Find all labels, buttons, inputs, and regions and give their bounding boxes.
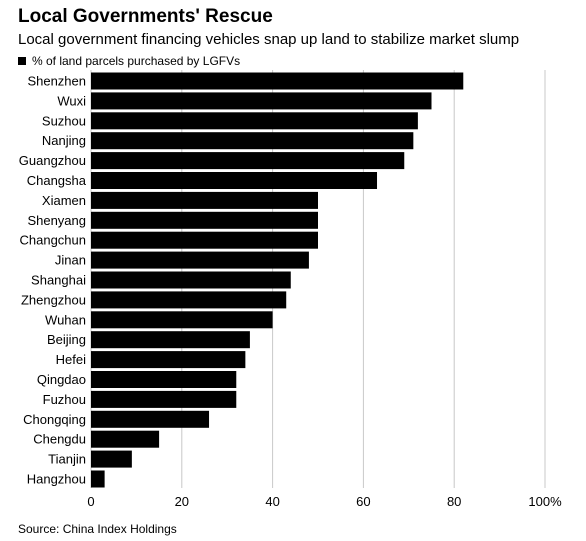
category-label: Shenzhen [27, 74, 86, 89]
x-tick-label: 40 [265, 494, 279, 509]
chart-subtitle: Local government financing vehicles snap… [18, 31, 520, 48]
bar [91, 92, 432, 110]
category-label: Jinan [55, 253, 86, 268]
bar [91, 72, 464, 90]
category-label: Beijing [47, 332, 86, 347]
legend: % of land parcels purchased by LGFVs [18, 53, 240, 69]
category-label: Guangzhou [19, 153, 86, 168]
category-label: Changsha [27, 173, 87, 188]
bar [91, 191, 318, 209]
category-label: Hefei [56, 352, 86, 367]
category-label: Tianjin [48, 452, 86, 467]
bar [91, 132, 414, 150]
chart-title: Local Governments' Rescue [18, 6, 273, 27]
bar [91, 112, 418, 130]
bar [91, 172, 378, 189]
category-label: Shanghai [31, 273, 86, 288]
bar [91, 351, 246, 369]
category-label: Wuxi [57, 93, 86, 108]
x-tick-label: 0 [87, 494, 94, 509]
category-label: Zhengzhou [21, 292, 86, 307]
bar [91, 291, 287, 309]
category-label: Fuzhou [43, 392, 86, 407]
category-label: Chongqing [23, 412, 86, 427]
bar [91, 410, 210, 428]
bar [91, 211, 318, 229]
category-label: Changchun [20, 233, 87, 248]
bar [91, 390, 237, 408]
category-label: Xiamen [42, 193, 86, 208]
category-label: Hangzhou [27, 472, 86, 487]
bar [91, 152, 405, 170]
category-label: Nanjing [42, 133, 86, 148]
bar [91, 470, 105, 488]
category-label: Qingdao [37, 372, 86, 387]
x-tick-label: 60 [356, 494, 370, 509]
bar [91, 271, 291, 289]
legend-label: % of land parcels purchased by LGFVs [32, 54, 241, 68]
bar [91, 430, 160, 448]
legend-swatch [18, 57, 26, 65]
bar [91, 450, 132, 468]
bar [91, 311, 273, 329]
x-tick-label: 80 [447, 494, 461, 509]
category-label: Wuhan [45, 312, 86, 327]
category-label: Suzhou [42, 113, 86, 128]
x-tick-label: 100% [528, 494, 562, 509]
bar [91, 371, 237, 388]
bar [91, 231, 318, 249]
source-note: Source: China Index Holdings [18, 522, 177, 536]
bar [91, 251, 309, 269]
category-label: Chengdu [33, 432, 86, 447]
category-label: Shenyang [27, 213, 86, 228]
x-tick-label: 20 [175, 494, 189, 509]
bar [91, 331, 250, 349]
